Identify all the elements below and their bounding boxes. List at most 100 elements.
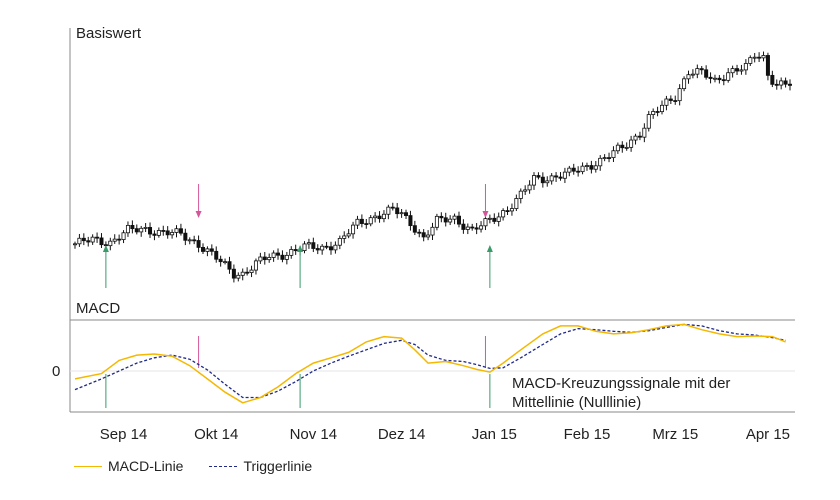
candle-body: [496, 216, 501, 222]
x-tick-label: Mrz 15: [652, 426, 698, 443]
annotation: MACD-Kreuzungssignale mit der Mittellini…: [512, 375, 730, 411]
candle-body: [461, 223, 466, 230]
candle-body: [395, 207, 400, 215]
candle-body: [527, 184, 532, 191]
annotation-line-1: MACD-Kreuzungssignale mit der: [512, 375, 730, 392]
candle-body: [214, 250, 219, 260]
legend-swatch-macd: [74, 465, 102, 467]
candle-body: [589, 165, 594, 170]
candle-body: [355, 218, 360, 226]
candle-body: [726, 72, 731, 81]
x-tick-label: Jan 15: [472, 426, 517, 443]
candle-body: [576, 170, 581, 173]
legend-item-macd: MACD-Linie: [74, 458, 183, 474]
candle-body: [593, 165, 598, 170]
x-tick-label: Sep 14: [100, 426, 148, 443]
candle-body: [514, 198, 519, 209]
candle-body: [448, 218, 453, 223]
candle-body: [174, 228, 179, 233]
candle-body: [509, 208, 514, 212]
candle-body: [320, 245, 325, 251]
legend-swatch-trigger: [209, 465, 238, 467]
candle-body: [598, 157, 603, 167]
candle-body: [408, 215, 413, 227]
legend-label-trigger: Triggerlinie: [243, 458, 313, 474]
candle-body: [245, 271, 250, 274]
sell-arrow-head: [482, 211, 489, 218]
candle-body: [276, 252, 281, 256]
candle-body: [686, 74, 691, 80]
candle-body: [306, 242, 311, 245]
candle-body: [474, 227, 479, 230]
candle-body: [205, 248, 210, 252]
candle-body: [161, 230, 166, 232]
candle-body: [660, 104, 665, 113]
candle-body: [783, 80, 788, 85]
candle-body: [483, 218, 488, 227]
candle-body: [187, 239, 192, 242]
candle-body: [117, 238, 122, 241]
candle-body: [192, 239, 197, 242]
candle-body: [139, 227, 144, 233]
candle-body: [227, 261, 232, 270]
candle-body: [646, 114, 651, 129]
candle-body: [73, 243, 78, 246]
candle-body: [492, 217, 497, 222]
candle-body: [196, 240, 201, 248]
trigger-line: [74, 323, 786, 399]
candle-body: [108, 240, 113, 247]
candle-body: [95, 236, 100, 239]
candle-body: [178, 228, 183, 234]
candle-body: [289, 249, 294, 256]
candle-body: [90, 236, 95, 243]
candle-body: [373, 215, 378, 219]
candle-body: [695, 68, 700, 75]
x-tick-label: Apr 15: [746, 426, 790, 443]
candle-body: [615, 144, 620, 152]
candle-body: [624, 146, 629, 149]
candle-body: [364, 223, 369, 225]
candle-body: [236, 274, 241, 279]
candle-body: [470, 226, 475, 229]
candle-body: [545, 180, 550, 184]
candle-body: [633, 135, 638, 141]
candle-body: [231, 268, 236, 279]
candle-body: [359, 218, 364, 224]
candle-body: [439, 215, 444, 219]
candle-body: [562, 171, 567, 179]
candle-body: [280, 254, 285, 260]
candle-body: [253, 260, 258, 271]
candle-body: [156, 230, 161, 236]
candle-body: [412, 225, 417, 233]
candle-body: [770, 74, 775, 85]
candle-body: [554, 175, 559, 178]
candle-body: [487, 217, 492, 220]
candle-body: [602, 157, 607, 159]
candle-body: [505, 210, 510, 212]
candle-body: [337, 238, 342, 246]
legend: MACD-Linie Triggerlinie: [74, 458, 338, 474]
buy-arrow-head: [297, 245, 304, 252]
price-panel-label: Basiswert: [76, 25, 142, 42]
candle-body: [315, 248, 320, 251]
candle-body: [743, 63, 748, 71]
candle-body: [249, 269, 254, 273]
candle-body: [328, 246, 333, 251]
candle-body: [218, 258, 223, 263]
candle-body: [752, 56, 757, 59]
candle-body: [479, 225, 484, 230]
candle-body: [668, 98, 673, 101]
candle-body: [757, 56, 762, 59]
legend-item-trigger: Triggerlinie: [209, 458, 312, 474]
sell-arrow-head: [195, 211, 202, 218]
candle-body: [452, 215, 457, 220]
x-tick-label: Okt 14: [194, 426, 238, 443]
annotation-line-2: Mittellinie (Nulllinie): [512, 394, 641, 411]
candle-body: [765, 55, 770, 76]
candle-body: [293, 249, 298, 252]
candle-body: [655, 111, 660, 113]
candle-body: [77, 237, 82, 245]
x-tick-label: Nov 14: [290, 426, 338, 443]
candle-body: [302, 243, 307, 252]
candle-body: [267, 257, 272, 261]
